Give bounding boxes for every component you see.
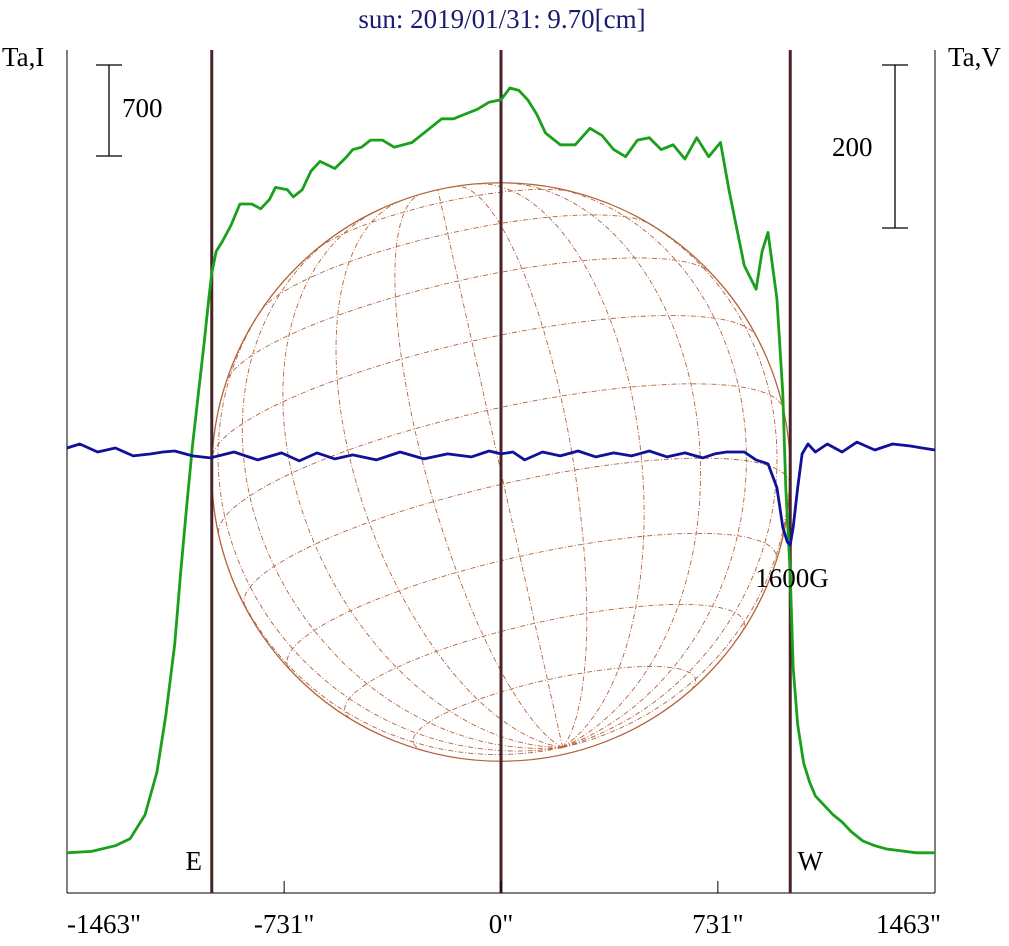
marker-label: W <box>797 846 823 876</box>
field-strength-annotation: 1600G <box>755 563 829 593</box>
solar-disk-grid <box>211 182 791 762</box>
latitude-line <box>243 457 791 607</box>
x-tick-label: -731" <box>254 909 315 939</box>
x-tick-label: 1463" <box>876 909 941 939</box>
series-layer <box>66 86 936 855</box>
latitude-line <box>217 383 783 533</box>
y-right-label: Ta,V <box>948 42 1001 72</box>
longitude-line <box>562 215 778 748</box>
latitude-line <box>412 666 697 752</box>
longitude-line <box>553 187 747 748</box>
longitude-line <box>474 183 645 748</box>
latitude-line <box>344 603 745 719</box>
scale-bars: 700 200 <box>96 64 908 229</box>
x-tick-label: -1463" <box>67 909 141 939</box>
latitude-line <box>227 257 710 380</box>
chart-title: sun: 2019/01/31: 9.70[cm] <box>358 4 645 34</box>
longitude-line <box>335 199 563 748</box>
longitude-line <box>501 182 702 748</box>
right-scale-bar-label: 200 <box>832 132 873 162</box>
longitude-line <box>241 237 563 749</box>
marker-label: E <box>186 846 203 876</box>
series-line-intensity <box>66 86 935 855</box>
latitude-line <box>286 532 777 670</box>
series-line-polarization <box>66 440 936 547</box>
x-axis-ticks: -1463" -731" 0" 731" 1463" <box>67 881 941 939</box>
longitude-line <box>282 210 563 748</box>
latitude-line <box>261 214 649 311</box>
longitude-line <box>456 185 588 748</box>
longitude-line <box>437 189 564 748</box>
longitude-line <box>218 534 563 756</box>
y-left-label: Ta,I <box>2 42 44 72</box>
longitude-line <box>394 194 563 748</box>
x-tick-label: 731" <box>692 909 744 939</box>
latitude-line <box>317 188 572 249</box>
left-scale-bar-label: 700 <box>122 93 163 123</box>
latitude-line <box>212 315 756 456</box>
longitude-line <box>217 297 563 752</box>
x-tick-label: 0" <box>489 909 514 939</box>
